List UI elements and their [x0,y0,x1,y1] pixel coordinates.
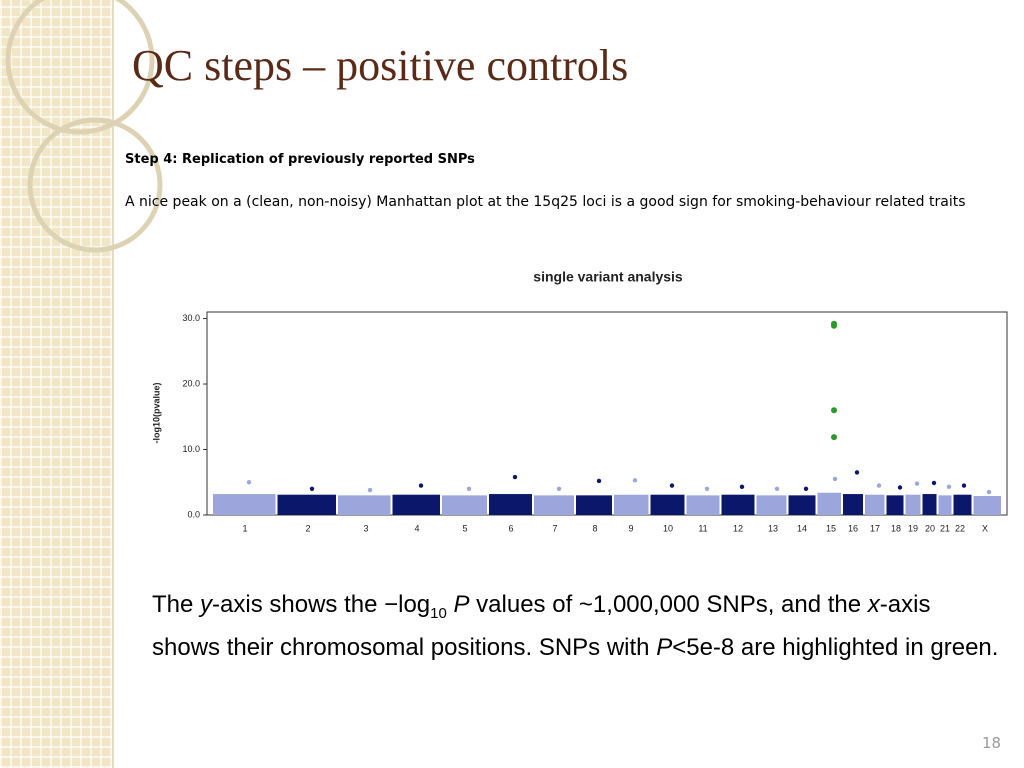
snp-peak [803,486,809,492]
step-heading: Step 4: Replication of previously report… [125,152,475,167]
x-tick-label: 19 [908,523,918,533]
x-tick-label: 4 [414,523,419,533]
chart-title: single variant analysis [533,269,683,285]
snp-peak [367,487,373,493]
snp-band [277,494,336,515]
plot-frame [206,311,1008,516]
caption-text: 10 [430,604,447,622]
snp-band [788,495,816,515]
y-tick-label: 20.0 [182,378,200,388]
x-tick-label: 8 [592,523,597,533]
snp-peak [596,478,602,484]
snp-band [442,495,487,515]
snp-band [614,494,649,515]
x-tick-label: X [982,523,988,533]
y-tick-label: 0.0 [187,509,200,519]
y-tick-label: 10.0 [182,444,200,454]
x-tick-label: 1 [242,523,247,533]
snp-peak [854,470,860,475]
x-tick-label: 17 [870,523,880,533]
snp-band [756,495,787,515]
snp-band [686,495,720,515]
page-number: 18 [982,734,1002,752]
snp-peak [946,484,952,490]
snp-peak [986,489,992,495]
y-axis-label: -log10(pvalue) [151,382,161,443]
snp-peak [246,480,252,485]
significant-snp [831,407,837,414]
snp-band [865,494,885,515]
snp-band [721,494,755,515]
snp-peak [704,486,710,492]
caption-text: values of ~1,000,000 SNPs, and the [469,591,868,618]
snp-peak [466,486,472,492]
x-tick-label: 3 [363,523,368,533]
snp-band [973,496,1001,515]
snp-peak [669,483,675,488]
snp-band [338,495,391,515]
snp-band [576,495,612,515]
snp-band [843,494,863,515]
x-tick-label: 13 [768,523,778,533]
snp-peak [897,485,903,490]
description: A nice peak on a (clean, non-noisy) Manh… [125,194,966,210]
caption-text: The [152,591,201,618]
snp-peak [632,478,638,483]
caption-text: P [453,591,470,618]
caption-text: <5e-8 are highlighted in green. [672,633,999,661]
decoration [5,0,155,135]
x-tick-label: 5 [462,523,467,533]
x-tick-label: 2 [305,523,310,533]
x-tick-label: 15 [826,523,836,533]
significant-snp [831,322,837,329]
x-tick-label: 11 [698,523,707,533]
snp-peak [739,484,745,490]
snp-band [953,494,972,515]
snp-peak [931,480,937,486]
caption-text [447,591,454,618]
x-tick-label: 16 [848,523,858,533]
snp-peak [832,476,838,482]
snp-band [905,494,921,515]
slide-title: QC steps – positive controls [132,41,629,90]
x-tick-label: 18 [891,523,901,533]
snp-peak [309,486,315,492]
snp-peak [556,486,562,492]
y-tick-label: 30.0 [182,313,200,323]
snp-band [489,494,532,515]
snp-band [886,495,904,515]
x-tick-label: 22 [955,523,965,533]
caption-text: -axis shows the −log [212,591,431,618]
snp-peak [512,474,518,480]
snp-band [392,494,440,515]
snp-peak [418,483,424,488]
caption-text: -axis shows their chromosomal positions.… [152,591,931,661]
snp-peak [876,483,882,488]
snp-band [650,494,685,515]
snp-peak [961,483,967,488]
snp-band [213,494,276,515]
snp-band [534,495,574,515]
snp-band [817,492,841,515]
x-tick-label: 9 [628,523,633,533]
snp-peak [914,481,920,486]
x-tick-label: 7 [552,523,557,533]
caption-text: x [867,591,880,618]
caption-text: y [200,591,213,618]
caption: The y-axis shows the −log10 P values of … [152,588,1002,665]
decoration [27,117,163,253]
x-tick-label: 20 [925,523,935,533]
significant-snp [831,434,837,441]
snp-band [938,495,952,515]
snp-peak [774,486,780,492]
x-tick-label: 10 [663,523,673,533]
x-tick-label: 21 [940,523,950,533]
snp-band [922,494,937,515]
x-tick-label: 14 [797,523,807,533]
caption-text: P [656,633,673,661]
x-tick-label: 12 [733,523,743,533]
x-tick-label: 6 [508,523,513,533]
